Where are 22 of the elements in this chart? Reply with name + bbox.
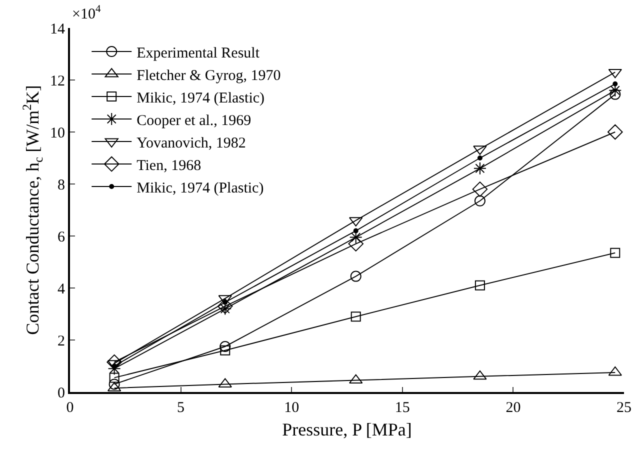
x-tick-label: 5 [177, 400, 185, 416]
y-tick-label: 0 [58, 385, 65, 402]
x-tick-label: 10 [284, 400, 300, 416]
legend-label: Tien, 1968 [136, 158, 202, 174]
legend-label: Mikic, 1974 (Plastic) [136, 180, 264, 196]
y-tick-label: 2 [58, 333, 65, 350]
y-tick-label: 4 [58, 281, 66, 298]
legend-label: Mikic, 1974 (Elastic) [136, 90, 265, 106]
x-tick-label: 15 [394, 400, 410, 416]
y-tick-label: 14 [50, 21, 66, 38]
y-tick-label: 6 [58, 229, 66, 246]
y-tick-label: 10 [50, 125, 65, 142]
legend-label: Fletcher & Gyrog, 1970 [136, 68, 281, 84]
y-tick-label: 8 [58, 177, 65, 194]
text: ×10$^{4}$ [72, 4, 102, 22]
x-axis-title: Pressure, P [MPa] [282, 420, 412, 440]
legend-label: Experimental Result [136, 45, 260, 62]
legend-label: Cooper et al., 1969 [136, 112, 252, 129]
legend-label: Yovanovich, 1982 [136, 135, 246, 152]
x-tick-label: 20 [506, 400, 521, 416]
y-tick-label: 12 [50, 73, 65, 90]
x-tick-label: 25 [616, 400, 632, 416]
